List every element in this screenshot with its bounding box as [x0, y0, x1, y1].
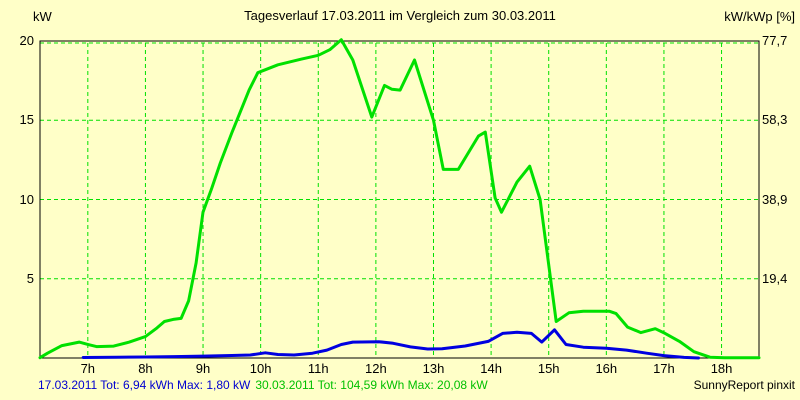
x-tick-13h: 13h: [422, 361, 445, 376]
left-axis-unit-label: kW: [33, 9, 52, 24]
x-tick-17h: 17h: [653, 361, 675, 376]
x-tick-10h: 10h: [249, 361, 272, 376]
summary-30-03-2011: 30.03.2011 Tot: 104,59 kWh Max: 20,08 kW: [255, 378, 488, 392]
y-left-tick-20: 20: [19, 33, 34, 48]
x-tick-14h: 14h: [480, 361, 502, 376]
x-tick-16h: 16h: [595, 361, 618, 376]
x-tick-15h: 15h: [537, 361, 560, 376]
y-left-tick-10: 10: [19, 191, 34, 207]
y-right-tick-58,3: 58,3: [762, 112, 788, 128]
x-tick-9h: 9h: [195, 361, 211, 376]
daily-summary-row: 17.03.2011 Tot: 6,94 kWh Max: 1,80 kW 30.…: [38, 378, 488, 392]
chart-title: Tagesverlauf 17.03.2011 im Vergleich zum…: [244, 8, 556, 23]
x-tick-8h: 8h: [138, 361, 153, 376]
y-left-tick-15: 15: [19, 112, 34, 128]
series-line-day-30-03-2011: [38, 38, 761, 360]
plot-frame: [39, 40, 760, 359]
y-right-tick-38,9: 38,9: [762, 191, 788, 207]
sunnyreport-credit: SunnyReport pinxit: [693, 378, 795, 392]
y-right-tick-77,7: 77,7: [762, 33, 788, 48]
series-line-day-17-03-2011: [81, 328, 700, 360]
x-tick-18h: 18h: [710, 361, 733, 376]
x-tick-7h: 7h: [80, 361, 96, 376]
x-tick-11h: 11h: [307, 361, 329, 376]
summary-17-03-2011: 17.03.2011 Tot: 6,94 kWh Max: 1,80 kW: [38, 378, 251, 392]
y-right-tick-19,4: 19,4: [762, 270, 788, 286]
y-left-tick-5: 5: [26, 270, 34, 286]
right-axis-unit-label: kW/kWp [%]: [724, 9, 795, 24]
x-tick-12h: 12h: [365, 361, 387, 376]
